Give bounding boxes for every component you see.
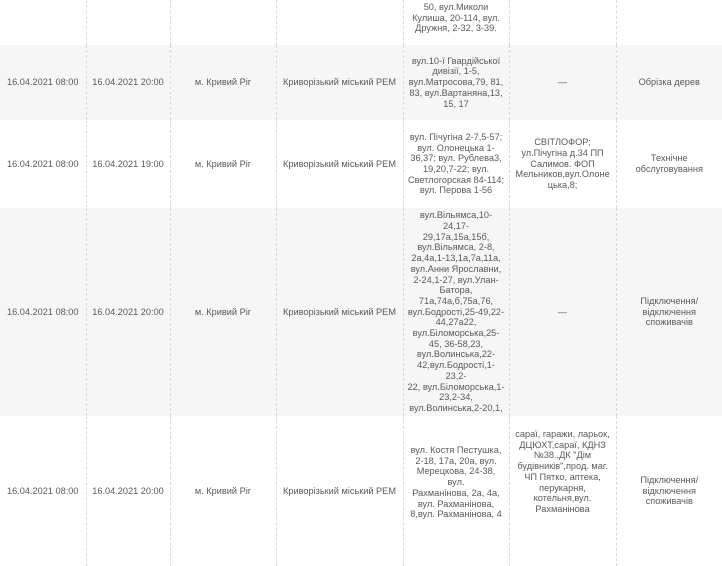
streets-cell-line: Мерецкова, 24-38, вул.: [416, 466, 496, 488]
reason-cell: Обрізка дерев: [615, 45, 722, 120]
streets-cell-line: Кулиша, 20-114, вул.: [412, 12, 500, 23]
streets-cell-line: 19,20,7-22; вул.: [422, 164, 490, 174]
objects-cell-line: —: [557, 306, 568, 317]
streets-cell-line: вул.Бодрості,25-49,22-: [407, 306, 505, 317]
streets-cell-line: 83, вул.Вартаняна,13,: [409, 87, 503, 98]
streets-cell-line: 2-24,1-27, вул.Улан-: [413, 274, 499, 285]
objects-cell: —: [508, 208, 616, 416]
start-datetime-cell: 16.04.2021 08:00: [6, 485, 79, 496]
objects-cell-line: ДЦЮХТ,сараї, КДНЗ: [519, 439, 606, 450]
table-row: 16.04.2021 08:00 16.04.2021 20:00 м. Криви…: [0, 208, 722, 416]
table-row: 16.04.2021 08:00 16.04.2021 20:00 м. Криви…: [0, 416, 722, 566]
reason-cell: Технічне обслуговування: [615, 120, 722, 208]
streets-cell-line: вул. Перова 1-56: [419, 185, 493, 196]
start-datetime-cell: [0, 0, 86, 45]
streets-cell-line: Рахманінова, 2а, 4а,: [412, 487, 500, 498]
streets-cell-line: вул.Волинська,22-: [416, 349, 496, 360]
objects-cell-line: Рахманінова: [535, 503, 590, 514]
objects-cell-line: Мельников,вул.Олоне: [515, 169, 610, 180]
rem-cell: Криворізький міський РЕМ: [275, 45, 403, 120]
objects-cell-line: —: [557, 77, 568, 88]
streets-cell-line: 23,2-34,: [439, 392, 473, 403]
objects-cell-line: Салимов. ФОП: [530, 158, 595, 169]
objects-cell-line: сараї, гаражи, ларьок,: [515, 429, 610, 439]
streets-cell-line: 42,вул.Бодрості,1-23,2-: [417, 360, 495, 381]
streets-cell-line: вул.Вільямса,10-24,17-: [419, 210, 493, 232]
end-datetime-cell: 16.04.2021 20:00: [85, 416, 170, 566]
objects-cell: —: [508, 45, 616, 120]
rem-cell: Криворізький міський РЕМ: [275, 120, 403, 208]
reason-cell: Підключення/ відключення споживачів: [615, 416, 722, 566]
streets-cell-line: вул.Волинська,2-20,1,: [409, 402, 503, 413]
streets-cell-line: Батора,: [439, 285, 473, 296]
streets-cell-line: вул.Біломорська,25-: [412, 328, 500, 339]
table-row: 16.04.2021 08:00 16.04.2021 19:00 м. Криви…: [0, 120, 722, 208]
rem-cell: [275, 0, 403, 45]
objects-cell-line: цька,8;: [547, 180, 578, 191]
objects-cell-line: ул.Пічугіна д.34 ПП: [521, 147, 604, 158]
end-datetime-cell: 16.04.2021 19:00: [85, 120, 170, 208]
rem-cell: Криворізький міський РЕМ: [275, 416, 403, 566]
reason-cell: Підключення/ відключення споживачів: [615, 208, 722, 416]
objects-cell-line: СВІТЛОФОР;: [534, 137, 591, 148]
streets-cell: вул.10-ї Гвардійської дивізії, 1-5, вул.Ма…: [402, 45, 509, 120]
rem-cell: Криворізький міський РЕМ: [275, 208, 403, 416]
objects-cell-line: ЧП Пятко, аптека,: [524, 471, 601, 482]
streets-cell-line: вул. Пічугіна 2-7,5-57;: [409, 131, 503, 142]
streets-cell-line: 29,17а,15а,15б,: [422, 231, 490, 242]
streets-cell-line: вул. Олонецька 1-: [417, 142, 495, 153]
streets-cell-line: Дружня, 2-32, 3-39.: [415, 23, 497, 34]
start-datetime-cell: 16.04.2021 08:00: [0, 208, 86, 416]
city-cell: [169, 0, 276, 45]
reason-cell: [615, 0, 722, 45]
objects-cell: сараї, гаражи, ларьок, ДЦЮХТ,сараї, КДНЗ №…: [508, 416, 616, 566]
streets-cell-line: 15, 17: [443, 98, 469, 109]
start-datetime-cell: 16.04.2021 08:00: [6, 158, 79, 169]
streets-cell-line: 50, вул.Миколи: [423, 2, 489, 12]
end-datetime-cell: [85, 0, 170, 45]
streets-cell-line: вул.10-ї Гвардійської: [411, 55, 501, 66]
streets-cell-line: 8,вул. Рахманінова, 4: [410, 509, 502, 520]
city-cell: м. Кривий Ріг: [169, 416, 276, 566]
streets-cell: вул. Пічугіна 2-7,5-57; вул. Олонецька 1-…: [402, 120, 509, 208]
streets-cell: вул. Костя Пестушка, 2-18, 17а, 20а, вул.…: [402, 416, 509, 566]
city-cell: м. Кривий Ріг: [169, 45, 276, 120]
streets-cell-line: вул.Анни Ярославни,: [410, 263, 502, 274]
city-cell: м. Кривий Ріг: [169, 208, 276, 416]
streets-cell-line: 2а,4а,1-13,1а,7а,11а,: [411, 253, 501, 264]
streets-cell-line: вул.Вільямса, 2-8,: [417, 242, 495, 253]
streets-cell-line: 22, вул.Біломорська,1-: [407, 381, 505, 392]
objects-cell: [508, 0, 616, 45]
streets-cell-line: 44,27а22,: [435, 317, 477, 328]
streets-cell-line: дивізії, 1-5,: [432, 66, 480, 77]
streets-cell: 50, вул.Миколи Кулиша, 20-114, вул. Дружня…: [402, 0, 509, 45]
streets-cell-line: 2-18, 17а, 20а, вул.: [415, 455, 497, 466]
streets-cell: вул.Вільямса,10-24,17- 29,17а,15а,15б, вул…: [402, 208, 509, 416]
objects-cell-line: перукарня,: [539, 482, 586, 493]
table-row: 50, вул.Миколи Кулиша, 20-114, вул. Дружня…: [0, 0, 722, 45]
objects-cell-line: №38.,ДК "Дім: [533, 450, 592, 461]
objects-cell-line: котельня,вул.: [533, 493, 592, 504]
objects-cell-line: будівників",прод. маг.: [517, 461, 608, 472]
city-cell: м. Кривий Ріг: [169, 120, 276, 208]
end-datetime-cell: 16.04.2021 20:00: [85, 208, 170, 416]
streets-cell-line: Светлогорская 84-114;: [407, 174, 505, 185]
streets-cell-line: 71а,74а,б,75а,76,: [418, 295, 494, 306]
end-datetime-cell: 16.04.2021 20:00: [85, 45, 170, 120]
table-row: 16.04.2021 08:00 16.04.2021 20:00 м. Криви…: [0, 45, 722, 120]
start-datetime-cell: 16.04.2021 08:00: [0, 45, 86, 120]
streets-cell-line: 36,37; вул. Рублева3,: [410, 153, 502, 164]
objects-cell: СВІТЛОФОР; ул.Пічугіна д.34 ПП Салимов. ФО…: [508, 120, 616, 208]
streets-cell-line: 45, 36-58,23,: [428, 338, 484, 349]
streets-cell-line: вул. Костя Пестушка,: [410, 445, 502, 455]
streets-cell-line: вул.Матросова,79, 81,: [408, 77, 504, 88]
